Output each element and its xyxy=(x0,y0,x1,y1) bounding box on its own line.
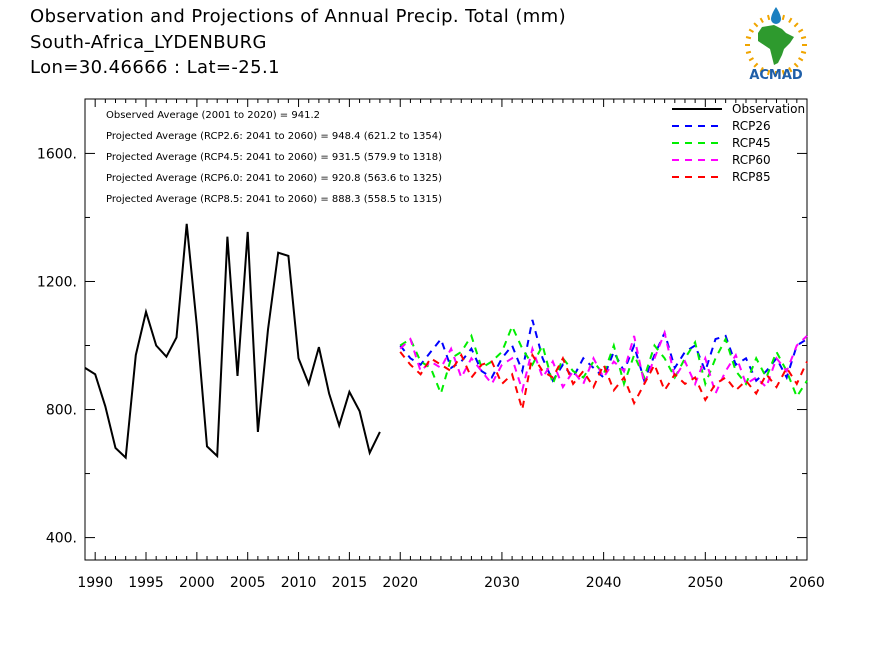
chart-title: Observation and Projections of Annual Pr… xyxy=(30,6,567,27)
legend-label-rcp45: RCP45 xyxy=(732,136,771,150)
logo-ray xyxy=(759,67,764,73)
logo-ray xyxy=(745,50,752,54)
logo-ray xyxy=(793,62,799,68)
chart-subtitle-coordinates: Lon=30.46666 : Lat=-25.1 xyxy=(30,57,280,78)
logo-ray xyxy=(798,57,804,62)
data-series xyxy=(84,223,808,460)
logo-ray xyxy=(753,62,759,68)
logo-ray xyxy=(800,36,807,40)
x-tick-label: 2060 xyxy=(789,575,825,591)
stat-rcp26-average: Projected Average (RCP2.6: 2041 to 2060)… xyxy=(106,131,442,142)
y-tick-label: 800. xyxy=(46,403,77,419)
logo-ray xyxy=(759,17,764,23)
x-tick-label: 2010 xyxy=(281,575,317,591)
x-tick-label: 2015 xyxy=(332,575,368,591)
legend-label-rcp60: RCP60 xyxy=(732,153,771,167)
logo-water-drop xyxy=(771,7,781,24)
logo-ray xyxy=(793,22,799,28)
stats-block: Observed Average (2001 to 2020) = 941.2 … xyxy=(106,110,442,205)
logo-ray xyxy=(781,69,785,76)
x-tick-label: 2040 xyxy=(586,575,622,591)
logo-ray xyxy=(781,14,785,21)
x-tick-label: 2020 xyxy=(382,575,418,591)
logo-ray xyxy=(767,69,771,76)
acmad-logo: ACMAD xyxy=(745,7,807,83)
chart-subtitle-station: South-Africa_LYDENBURG xyxy=(30,32,267,53)
stat-rcp85-average: Projected Average (RCP8.5: 2041 to 2060)… xyxy=(106,194,442,205)
logo-africa-shape xyxy=(758,25,794,65)
plot-area-frame xyxy=(84,98,808,561)
legend: Observation RCP26 RCP45 RCP60 RCP85 xyxy=(672,102,805,184)
logo-ray xyxy=(800,50,807,54)
logo-ray xyxy=(748,57,754,62)
y-tick-label: 1200. xyxy=(37,274,77,290)
x-tick-label: 2030 xyxy=(484,575,520,591)
logo-sun-rays xyxy=(745,14,807,76)
logo-text: ACMAD xyxy=(749,68,803,83)
y-tick-label: 1600. xyxy=(37,146,77,162)
legend-label-rcp85: RCP85 xyxy=(732,170,771,184)
y-tick-label: 400. xyxy=(46,531,77,547)
series-line-rcp85 xyxy=(399,351,808,410)
logo-ray xyxy=(745,36,752,40)
x-tick-label: 2005 xyxy=(230,575,266,591)
x-tick-label: 1995 xyxy=(128,575,164,591)
logo-ray xyxy=(798,28,804,33)
logo-ray xyxy=(753,22,759,28)
series-line-rcp60 xyxy=(399,329,808,397)
legend-label-rcp26: RCP26 xyxy=(732,119,771,133)
legend-label-observation: Observation xyxy=(732,102,805,116)
stat-rcp45-average: Projected Average (RCP4.5: 2041 to 2060)… xyxy=(106,152,442,163)
x-tick-label: 1990 xyxy=(77,575,113,591)
stat-observed-average: Observed Average (2001 to 2020) = 941.2 xyxy=(106,110,320,121)
series-line-rcp45 xyxy=(399,323,808,399)
series-line-observation xyxy=(84,223,381,460)
x-tick-label: 2050 xyxy=(687,575,723,591)
logo-ray xyxy=(748,28,754,33)
logo-ray xyxy=(788,17,793,23)
stat-rcp60-average: Projected Average (RCP6.0: 2041 to 2060)… xyxy=(106,173,442,184)
logo-ray xyxy=(788,67,793,73)
logo-ray xyxy=(767,14,771,21)
x-tick-label: 2000 xyxy=(179,575,215,591)
axis-ticks: 1990 1995 2000 2005 2010 2015 2020 2030 2040 2050… xyxy=(37,99,825,591)
